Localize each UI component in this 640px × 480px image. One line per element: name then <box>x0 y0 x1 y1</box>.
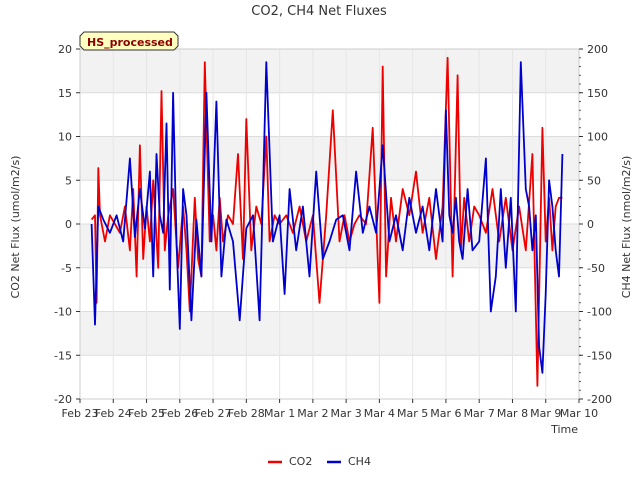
y-right-tick-label: -50 <box>587 262 605 275</box>
y-right-tick-label: 50 <box>587 174 601 187</box>
plot-band <box>80 311 579 356</box>
legend: CO2 CH4 <box>268 455 371 468</box>
y-left-tick-label: -15 <box>54 349 72 362</box>
x-tick-label: Feb 28 <box>228 407 265 420</box>
y-axis-right-ticks: -200 -150 -100 -50 0 50 100 150 200 <box>579 43 612 406</box>
chart-title: CO2, CH4 Net Fluxes <box>251 4 387 19</box>
y-left-tick-label: 15 <box>58 87 72 100</box>
x-tick-label: Mar 7 <box>464 407 495 420</box>
y-left-tick-label: 20 <box>58 43 72 56</box>
y-left-tick-label: 10 <box>58 131 72 144</box>
plot-band <box>80 49 579 93</box>
y-left-tick-label: -20 <box>54 393 72 406</box>
plot-band <box>80 267 579 312</box>
x-tick-label: Feb 24 <box>95 407 132 420</box>
legend-label-co2: CO2 <box>289 455 312 468</box>
y-right-tick-label: -100 <box>587 306 612 319</box>
y-right-tick-label: 150 <box>587 87 608 100</box>
badge-label: HS_processed <box>87 36 173 49</box>
y-right-tick-label: -150 <box>587 349 612 362</box>
x-tick-label: Mar 10 <box>560 407 598 420</box>
x-tick-label: Feb 25 <box>128 407 165 420</box>
x-tick-label: Feb 23 <box>62 407 99 420</box>
x-tick-label: Feb 26 <box>161 407 198 420</box>
y-left-tick-label: 0 <box>65 218 72 231</box>
x-tick-label: Mar 1 <box>264 407 295 420</box>
y-axis-right-label: CH4 Net Flux (nmol/m2/s) <box>620 156 633 299</box>
series-line-ch4 <box>90 61 564 374</box>
plot-band <box>80 355 579 399</box>
y-right-tick-label: 0 <box>587 218 594 231</box>
x-tick-label: Mar 6 <box>430 407 461 420</box>
y-right-tick-label: 200 <box>587 43 608 56</box>
series-layer <box>90 56 564 387</box>
y-right-tick-label: -200 <box>587 393 612 406</box>
y-left-tick-label: -10 <box>54 306 72 319</box>
x-tick-label: Mar 3 <box>331 407 362 420</box>
badge-box <box>79 31 179 51</box>
x-axis-label: Time <box>550 423 578 436</box>
legend-label-ch4: CH4 <box>348 455 371 468</box>
x-tick-label: Mar 8 <box>497 407 528 420</box>
x-tick-label: Feb 27 <box>195 407 232 420</box>
x-tick-label: Mar 5 <box>397 407 428 420</box>
y-left-tick-label: -5 <box>61 262 72 275</box>
y-axis-left-label: CO2 Net Flux (umol/m2/s) <box>9 156 22 299</box>
y-right-tick-label: 100 <box>587 131 608 144</box>
plot-band <box>80 92 579 137</box>
x-tick-label: Mar 2 <box>297 407 328 420</box>
y-left-tick-label: 5 <box>65 174 72 187</box>
x-tick-label: Mar 4 <box>364 407 395 420</box>
x-tick-label: Mar 9 <box>530 407 561 420</box>
y-axis-left-ticks: -20 -15 -10 -5 0 5 10 15 20 <box>54 43 80 406</box>
processed-badge: HS_processed <box>79 31 179 51</box>
